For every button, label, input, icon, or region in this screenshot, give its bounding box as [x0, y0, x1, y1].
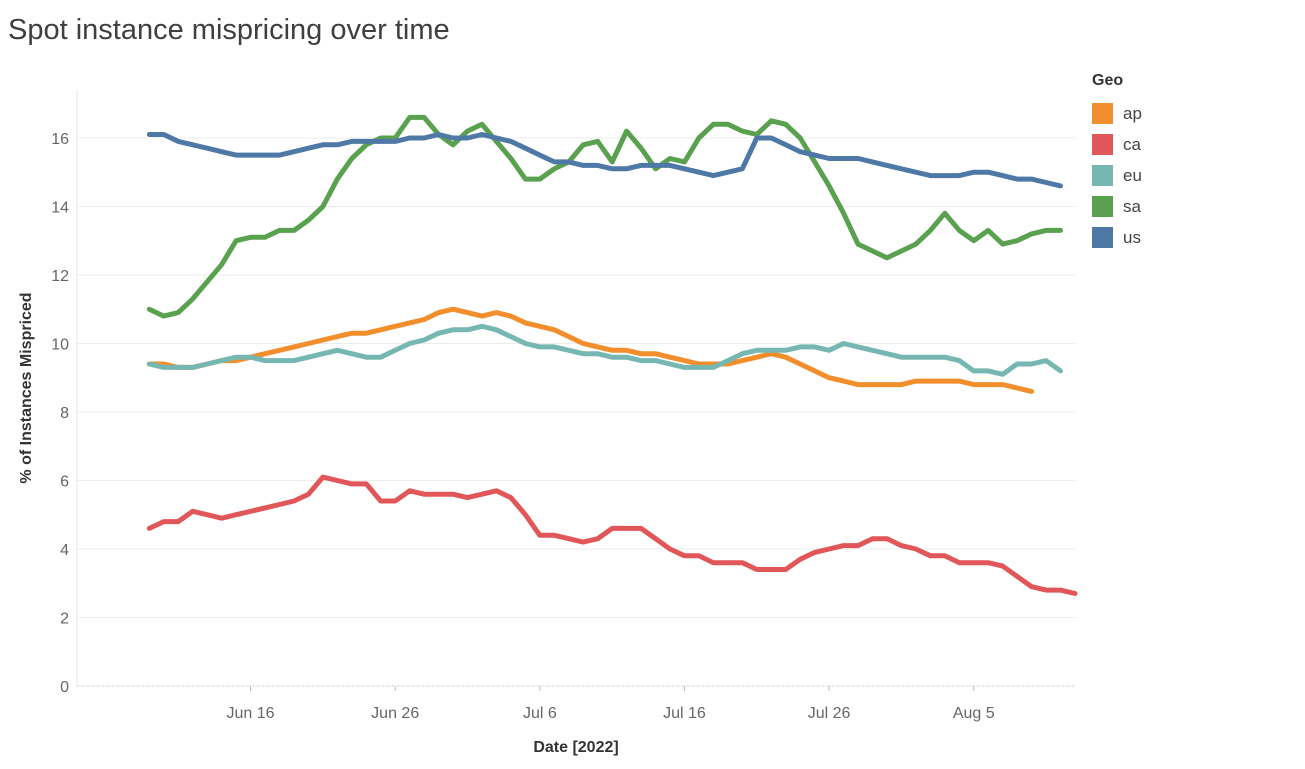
- series-line-ca[interactable]: [146, 474, 1078, 596]
- legend-items: ap ca eu sa us: [1092, 98, 1142, 253]
- legend-item-sa[interactable]: sa: [1092, 191, 1142, 222]
- y-tick-label: 14: [51, 199, 69, 216]
- x-tick-label: Jun 26: [371, 705, 419, 722]
- series-ca: [146, 474, 1078, 596]
- legend-label: ap: [1123, 103, 1142, 123]
- legend-swatch: [1092, 227, 1113, 248]
- legend-swatch: [1092, 103, 1113, 124]
- y-tick-label: 8: [60, 405, 69, 422]
- series-sa: [146, 114, 1063, 319]
- series-line-eu[interactable]: [146, 323, 1063, 377]
- y-tick-label: 4: [60, 542, 69, 559]
- y-tick-label: 16: [51, 131, 69, 148]
- x-tick-label: Jul 16: [663, 705, 706, 722]
- legend-label: sa: [1123, 196, 1141, 216]
- x-tick-label: Jun 16: [227, 705, 275, 722]
- series-us: [146, 132, 1063, 189]
- legend-swatch: [1092, 196, 1113, 217]
- legend-swatch: [1092, 134, 1113, 155]
- x-tick-label: Jul 6: [523, 705, 557, 722]
- legend-item-eu[interactable]: eu: [1092, 160, 1142, 191]
- legend: Geo ap ca eu sa us: [1092, 72, 1142, 253]
- chart-title: Spot instance mispricing over time: [8, 14, 450, 46]
- y-tick-label: 2: [60, 610, 69, 627]
- legend-item-ca[interactable]: ca: [1092, 129, 1142, 160]
- legend-label: ca: [1123, 134, 1141, 154]
- x-tick-label: Aug 5: [953, 705, 995, 722]
- y-tick-label: 12: [51, 268, 69, 285]
- y-axis-title: % of Instances Mispriced: [18, 292, 35, 483]
- line-chart: 0 2 4 6 8 10 12 14 16 Jun 16 Jun 26 Jul 6 Jul 16 Jul …: [18, 90, 1078, 756]
- series-line-us[interactable]: [146, 132, 1063, 189]
- series-line-sa[interactable]: [146, 114, 1063, 319]
- x-axis-title: Date [2022]: [533, 739, 618, 756]
- legend-label: us: [1123, 227, 1141, 247]
- axes: 0 2 4 6 8 10 12 14 16 Jun 16 Jun 26 Jul 6 Jul 16 Jul …: [51, 90, 1075, 722]
- series-ap: [146, 306, 1035, 394]
- series-layer: [146, 114, 1078, 596]
- legend-swatch: [1092, 165, 1113, 186]
- legend-label: eu: [1123, 165, 1142, 185]
- legend-title: Geo: [1092, 72, 1124, 89]
- series-eu: [146, 323, 1063, 377]
- x-tick-label: Jul 26: [808, 705, 851, 722]
- y-tick-label: 0: [60, 679, 69, 696]
- gridlines: [77, 137, 1075, 687]
- legend-item-ap[interactable]: ap: [1092, 98, 1142, 129]
- y-tick-label: 6: [60, 473, 69, 490]
- series-line-ap[interactable]: [146, 306, 1035, 394]
- y-tick-label: 10: [51, 336, 69, 353]
- legend-item-us[interactable]: us: [1092, 222, 1142, 253]
